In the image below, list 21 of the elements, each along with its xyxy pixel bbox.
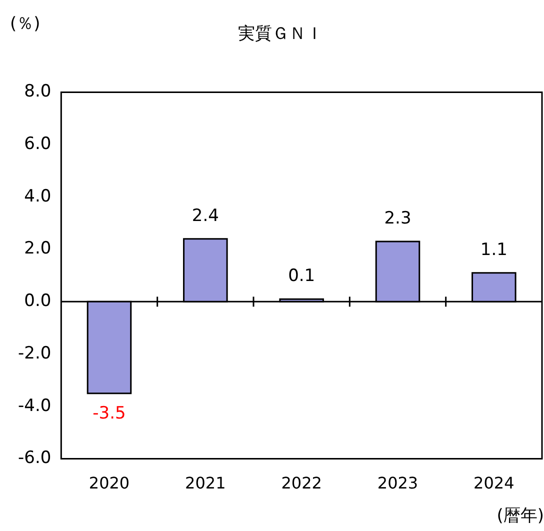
data-label: 2.3 bbox=[384, 208, 412, 228]
x-tick-label: 2023 bbox=[377, 474, 418, 493]
y-tick-label: -4.0 bbox=[18, 396, 52, 416]
y-tick-label: 4.0 bbox=[24, 186, 52, 206]
y-tick-label: -2.0 bbox=[18, 343, 52, 364]
y-tick-label: 2.0 bbox=[24, 238, 52, 259]
y-axis-title: (％) bbox=[10, 13, 40, 35]
chart-title: 実質ＧＮＩ bbox=[238, 23, 323, 45]
x-tick-label: 2020 bbox=[88, 474, 130, 493]
y-tick-label: -6.0 bbox=[18, 448, 52, 468]
x-tick-label: 2021 bbox=[185, 474, 226, 493]
data-label: 2.4 bbox=[192, 206, 219, 226]
data-label: 1.1 bbox=[480, 240, 508, 260]
x-tick-label: 2022 bbox=[281, 474, 322, 493]
data-label: 0.1 bbox=[288, 266, 316, 286]
y-tick-label: 0.0 bbox=[24, 291, 52, 312]
y-tick-label: 8.0 bbox=[24, 82, 52, 102]
y-tick-label: 6.0 bbox=[24, 134, 52, 154]
data-label: -3.5 bbox=[92, 403, 126, 424]
x-axis-title: (暦年) bbox=[496, 505, 544, 527]
x-tick-label: 2024 bbox=[474, 474, 514, 493]
